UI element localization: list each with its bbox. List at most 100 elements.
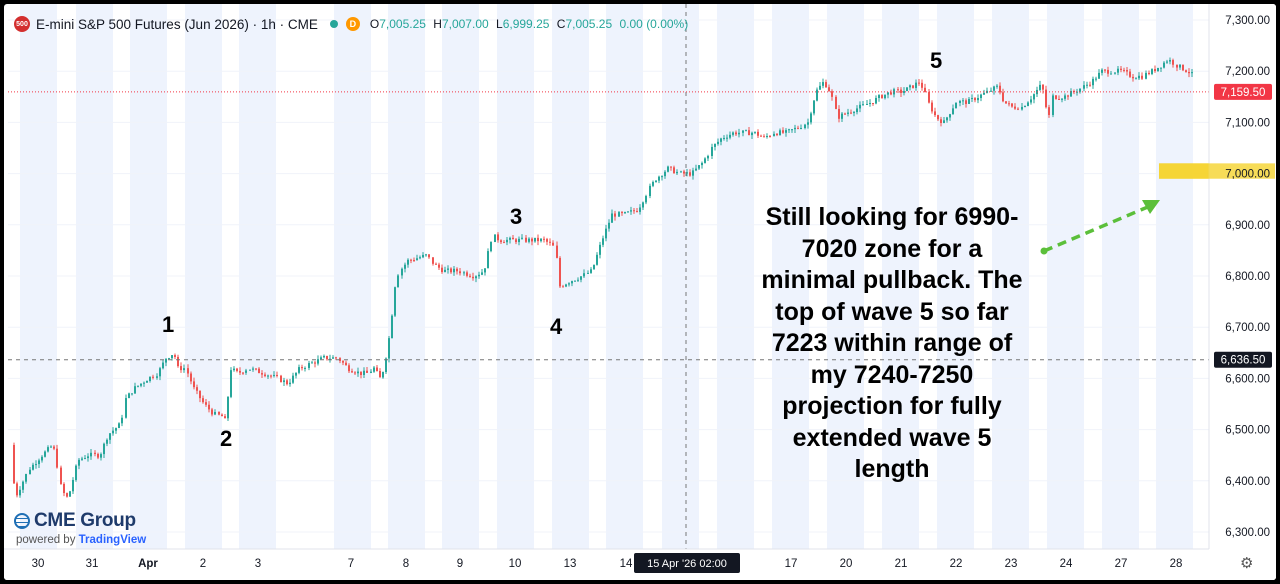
price-tick-label: 6,900.00 (1225, 220, 1270, 232)
candle-body (152, 376, 154, 378)
price-grid (8, 19, 1209, 533)
candle-body (1145, 72, 1147, 79)
candle-body (934, 111, 936, 116)
d-badge[interactable]: D (345, 17, 360, 31)
candle-body (125, 398, 127, 418)
candle-body (980, 94, 982, 99)
candle-body (53, 446, 55, 449)
candle-body (751, 132, 753, 136)
candle-body (72, 479, 74, 492)
price-axis-bg (1209, 4, 1276, 580)
candle-body (1141, 75, 1143, 79)
candle-body (897, 89, 899, 91)
candle-body (1067, 95, 1069, 97)
time-tick-label: 24 (1060, 558, 1073, 570)
candle-body (512, 237, 514, 240)
candle-body (869, 102, 871, 105)
candle-body (25, 474, 27, 482)
cme-logo[interactable]: CME Group powered by TradingView (14, 510, 147, 546)
candle-body (782, 130, 784, 133)
candle-body (174, 355, 176, 357)
candle-body (748, 130, 750, 136)
candle-body (627, 211, 629, 213)
candle-body (1172, 60, 1174, 65)
candle-body (1123, 69, 1125, 71)
candle-body (401, 268, 403, 276)
candle-body (707, 155, 709, 159)
candle-body (193, 381, 195, 388)
candle-body (441, 267, 443, 273)
wave-label-5: 5 (930, 48, 943, 73)
candle-body (618, 212, 620, 217)
candle-body (1191, 72, 1193, 74)
candle-body (912, 85, 914, 88)
candle-body (785, 130, 787, 133)
candle-body (928, 92, 930, 103)
candle-body (996, 85, 998, 87)
chart-panel[interactable]: 6,300.00 6,400.00 6,500.00 6,600.00 6,700.00… (4, 4, 1276, 580)
candle-body (1030, 99, 1032, 103)
candle-body (503, 242, 505, 244)
wave-label-4: 4 (550, 314, 563, 339)
candle-body (568, 283, 570, 285)
candle-body (800, 128, 802, 130)
time-tick-label: 30 (32, 558, 45, 570)
candle-body (224, 416, 226, 419)
candle-body (1129, 71, 1131, 77)
candle-body (819, 85, 821, 90)
candle-body (410, 259, 412, 261)
candle-body (419, 257, 421, 259)
candle-body (1166, 61, 1168, 63)
candle-body (376, 367, 378, 371)
candle-body (633, 210, 635, 212)
time-tick-label: 14 (620, 558, 633, 570)
candle-body (444, 269, 446, 273)
candle-body (788, 129, 790, 131)
candle-body (962, 100, 964, 102)
candle-body (838, 108, 840, 119)
wave-label-1: 1 (162, 312, 175, 337)
candle-body (121, 417, 123, 424)
symbol-title[interactable]: E-mini S&P 500 Futures (Jun 2026) · 1h ·… (36, 16, 318, 32)
candle-body (695, 168, 697, 171)
candle-body (16, 483, 18, 496)
candle-body (720, 138, 722, 142)
candle-body (621, 212, 623, 214)
candle-body (537, 237, 539, 242)
candle-body (1061, 98, 1063, 100)
candle-body (1011, 103, 1013, 107)
candle-body (608, 222, 610, 229)
candle-body (221, 414, 223, 417)
candle-body (853, 112, 855, 114)
candle-body (1002, 92, 1004, 102)
gear-icon[interactable]: ⚙ (1240, 555, 1254, 572)
candle-body (264, 374, 266, 377)
candle-body (428, 254, 430, 258)
candle-body (100, 454, 102, 458)
candle-body (866, 104, 868, 106)
candle-body (202, 398, 204, 403)
candle-body (732, 132, 734, 135)
candle-body (103, 443, 105, 455)
candle-body (825, 82, 827, 88)
candle-body (177, 356, 179, 367)
candle-body (562, 286, 564, 288)
candle-body (1070, 91, 1072, 97)
candle-body (900, 89, 902, 93)
candle-body (807, 122, 809, 125)
candle-body (949, 114, 951, 118)
candle-body (1132, 76, 1134, 79)
candle-body (757, 131, 759, 136)
price-chart[interactable]: 6,300.00 6,400.00 6,500.00 6,600.00 6,700.00… (4, 4, 1276, 580)
candle-body (931, 102, 933, 112)
candle-body (183, 368, 185, 371)
candle-body (652, 181, 654, 186)
candle-body (214, 411, 216, 415)
candle-body (664, 171, 666, 177)
candle-body (661, 176, 663, 178)
candle-body (292, 375, 294, 383)
candle-body (955, 102, 957, 109)
candle-body (587, 272, 589, 274)
candle-body (1089, 84, 1091, 86)
